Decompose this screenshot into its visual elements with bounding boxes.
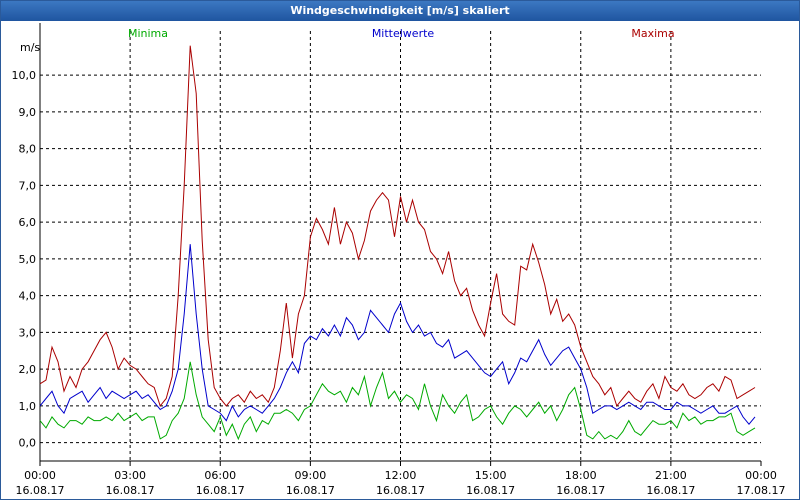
grid-lines xyxy=(40,31,761,461)
y-tick-label: 3,0 xyxy=(19,326,37,339)
x-tick-time: 12:00 xyxy=(385,469,417,482)
x-tick-date: 16.08.17 xyxy=(286,484,335,497)
series-line-minima xyxy=(39,361,756,441)
series-lines xyxy=(39,45,756,441)
legend: Minima Mittelwerte Maxima xyxy=(128,27,675,40)
x-tick-time: 06:00 xyxy=(204,469,236,482)
legend-entry-maxima: Maxima xyxy=(631,27,674,40)
x-tick-date: 16.08.17 xyxy=(556,484,605,497)
x-tick-time: 00:00 xyxy=(24,469,56,482)
x-tick-date: 16.08.17 xyxy=(196,484,245,497)
x-tick-date: 16.08.17 xyxy=(646,484,695,497)
x-tick-date: 16.08.17 xyxy=(376,484,425,497)
tick-labels: 0,0 1,0 2,0 3,0 4,0 5,0 6,0 7,0 8,0 9,0 10,0 00:00 1… xyxy=(12,41,786,497)
x-tick-time: 21:00 xyxy=(655,469,687,482)
x-tick-date: 16.08.17 xyxy=(466,484,515,497)
x-tick-date: 16.08.17 xyxy=(16,484,65,497)
x-tick-time: 03:00 xyxy=(114,469,146,482)
x-tick-time: 09:00 xyxy=(295,469,327,482)
x-tick-time: 15:00 xyxy=(475,469,507,482)
y-tick-label: 5,0 xyxy=(19,253,37,266)
y-tick-label: 0,0 xyxy=(19,437,37,450)
y-tick-label: 2,0 xyxy=(19,363,37,376)
y-tick-label: 4,0 xyxy=(19,290,37,303)
x-tick-time: 00:00 xyxy=(745,469,777,482)
x-tick-time: 18:00 xyxy=(565,469,597,482)
window-title: Windgeschwindigkeit [m/s] skaliert xyxy=(1,1,799,21)
y-axis-label: m/s xyxy=(20,41,40,54)
legend-entry-minima: Minima xyxy=(128,27,168,40)
y-tick-label: 10,0 xyxy=(12,69,37,82)
axes xyxy=(39,23,762,466)
y-tick-label: 6,0 xyxy=(19,216,37,229)
y-tick-label: 7,0 xyxy=(19,179,37,192)
y-tick-label: 1,0 xyxy=(19,400,37,413)
x-tick-date: 17.08.17 xyxy=(737,484,786,497)
y-tick-label: 8,0 xyxy=(19,143,37,156)
y-tick-label: 9,0 xyxy=(19,106,37,119)
series-line-maxima xyxy=(39,45,756,407)
legend-entry-mittelwerte: Mittelwerte xyxy=(372,27,435,40)
series-line-mittelwerte xyxy=(39,244,756,425)
x-tick-date: 16.08.17 xyxy=(106,484,155,497)
